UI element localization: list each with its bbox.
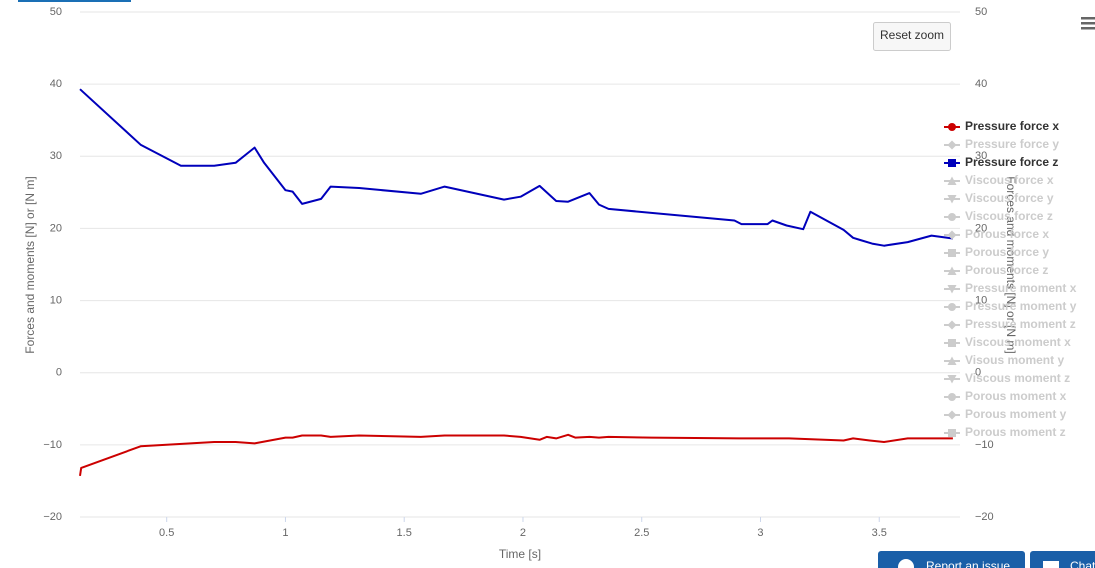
y-tick-label: 20 bbox=[50, 222, 62, 234]
report-issue-button[interactable]: Report an issue bbox=[878, 551, 1025, 568]
y2-tick-label: −20 bbox=[975, 511, 994, 523]
legend-label[interactable]: Porous force x bbox=[965, 227, 1049, 241]
legend-item[interactable]: Viscous force y bbox=[944, 191, 1054, 205]
legend-label[interactable]: Pressure force z bbox=[965, 155, 1058, 169]
chat-label[interactable]: Chat bbox=[1070, 559, 1095, 568]
plot-area bbox=[79, 11, 960, 518]
legend-item[interactable]: Pressure moment x bbox=[944, 281, 1077, 295]
y2-tick-label: −10 bbox=[975, 439, 994, 451]
x-tick-label: 2 bbox=[520, 527, 526, 539]
legend-marker bbox=[947, 266, 957, 275]
legend-marker bbox=[947, 195, 957, 204]
legend-marker bbox=[947, 230, 957, 240]
chat-button[interactable]: Chat bbox=[1030, 551, 1095, 568]
legend-marker bbox=[948, 213, 956, 221]
legend-label[interactable]: Viscous force y bbox=[965, 191, 1054, 205]
legend-marker bbox=[948, 429, 956, 437]
legend-label[interactable]: Pressure moment x bbox=[965, 281, 1077, 295]
y2-tick-label: 10 bbox=[975, 294, 987, 306]
legend-marker bbox=[948, 249, 956, 257]
legend-marker bbox=[947, 285, 957, 294]
y2-tick-label: 30 bbox=[975, 150, 987, 162]
y2-tick-label: 0 bbox=[975, 367, 981, 379]
y-tick-label: −10 bbox=[43, 439, 62, 451]
legend-label[interactable]: Viscous force x bbox=[965, 173, 1054, 187]
legend-item[interactable]: Viscous force x bbox=[944, 173, 1054, 187]
legend-label[interactable]: Pressure moment z bbox=[965, 317, 1076, 331]
y2-tick-label: 40 bbox=[975, 78, 987, 90]
legend-marker bbox=[947, 140, 957, 150]
x-tick-label: 3 bbox=[757, 527, 763, 539]
legend-label[interactable]: Pressure force x bbox=[965, 119, 1059, 133]
x-axis-title: Time [s] bbox=[499, 547, 541, 561]
legend-marker bbox=[948, 303, 956, 311]
series-line bbox=[79, 433, 953, 477]
legend-label[interactable]: Porous moment x bbox=[965, 389, 1067, 403]
y2-tick-label: 20 bbox=[975, 222, 987, 234]
y-tick-label: 30 bbox=[50, 150, 62, 162]
x-tick-label: 1 bbox=[282, 527, 288, 539]
legend-label[interactable]: Porous moment z bbox=[965, 425, 1066, 439]
x-tick-label: 1.5 bbox=[397, 527, 412, 539]
legend-label[interactable]: Viscous force z bbox=[965, 209, 1053, 223]
x-tick-label: 0.5 bbox=[159, 527, 174, 539]
legend-marker bbox=[948, 393, 956, 401]
y-tick-label: 50 bbox=[50, 6, 62, 18]
legend-label[interactable]: Viscous moment x bbox=[965, 335, 1071, 349]
y-tick-label: 40 bbox=[50, 78, 62, 90]
reset-zoom-label[interactable]: Reset zoom bbox=[880, 28, 944, 42]
series-line bbox=[79, 88, 954, 247]
legend-label[interactable]: Visous moment y bbox=[965, 353, 1064, 367]
menu-button[interactable] bbox=[1081, 17, 1095, 30]
legend-marker bbox=[947, 320, 957, 330]
y-tick-label: 0 bbox=[56, 367, 62, 379]
legend-label[interactable]: Porous force z bbox=[965, 263, 1048, 277]
y-tick-label: −20 bbox=[43, 511, 62, 523]
legend-marker bbox=[947, 410, 957, 420]
legend-item[interactable]: Pressure force y bbox=[944, 137, 1059, 151]
reset-zoom-button[interactable]: Reset zoom bbox=[873, 22, 951, 51]
legend-item[interactable]: Viscous force z bbox=[944, 209, 1053, 223]
tab-indicator bbox=[18, 0, 131, 2]
legend-item[interactable]: Viscous moment z bbox=[944, 371, 1070, 385]
legend-item[interactable]: Pressure moment y bbox=[944, 299, 1077, 313]
legend-item[interactable]: Viscous moment x bbox=[944, 335, 1071, 349]
x-tick-label: 2.5 bbox=[634, 527, 649, 539]
x-tick-label: 3.5 bbox=[872, 527, 887, 539]
report-issue-label[interactable]: Report an issue bbox=[926, 559, 1010, 568]
legend-label[interactable]: Porous moment y bbox=[965, 407, 1067, 421]
legend-label[interactable]: Pressure moment y bbox=[965, 299, 1077, 313]
legend-item[interactable]: Porous force y bbox=[944, 245, 1049, 259]
legend-item[interactable]: Porous force x bbox=[944, 227, 1049, 241]
legend-label[interactable]: Porous force y bbox=[965, 245, 1049, 259]
y2-tick-label: 50 bbox=[975, 6, 987, 18]
legend-item[interactable]: Pressure moment z bbox=[944, 317, 1076, 331]
legend-marker bbox=[948, 159, 956, 167]
legend-marker bbox=[947, 375, 957, 384]
legend-marker bbox=[947, 176, 957, 185]
legend-item[interactable]: Pressure force z bbox=[944, 155, 1058, 169]
legend-label[interactable]: Viscous moment z bbox=[965, 371, 1070, 385]
legend-label[interactable]: Pressure force y bbox=[965, 137, 1059, 151]
legend-marker bbox=[947, 356, 957, 365]
y2-axis-title: Forces and moments [N] or [N m] bbox=[1004, 176, 1018, 353]
legend-marker bbox=[948, 339, 956, 347]
legend-marker bbox=[948, 123, 956, 131]
legend-item[interactable]: Porous moment z bbox=[944, 425, 1066, 439]
legend-item[interactable]: Pressure force x bbox=[944, 119, 1059, 133]
y-tick-label: 10 bbox=[50, 294, 62, 306]
y-axis-title: Forces and moments [N] or [N m] bbox=[23, 176, 37, 353]
legend-item[interactable]: Porous force z bbox=[944, 263, 1048, 277]
legend-item[interactable]: Porous moment y bbox=[944, 407, 1067, 421]
legend-item[interactable]: Visous moment y bbox=[944, 353, 1064, 367]
legend-item[interactable]: Porous moment x bbox=[944, 389, 1067, 403]
